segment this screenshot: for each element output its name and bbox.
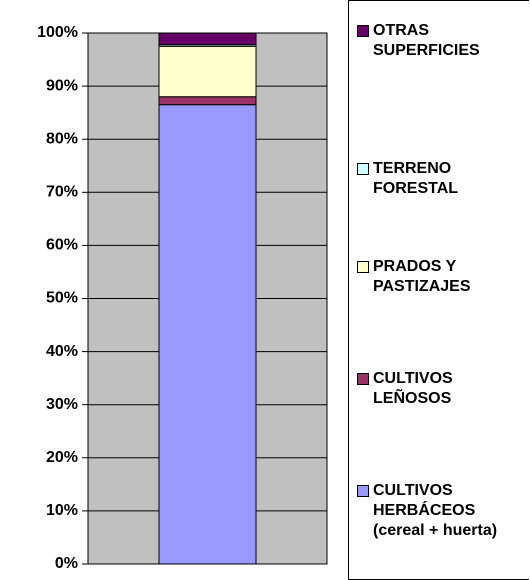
y-tick-label: 100%	[37, 24, 78, 41]
legend-entry: TERRENO FORESTAL	[357, 159, 529, 199]
legend-swatch	[357, 373, 369, 385]
y-tick-label: 0%	[55, 555, 78, 572]
y-tick-label: 50%	[46, 290, 78, 307]
legend-entry: PRADOS Y PASTIZAJES	[357, 257, 529, 297]
y-tick-label: 20%	[46, 449, 78, 466]
y-tick-label: 30%	[46, 396, 78, 413]
legend: OTRAS SUPERFICIES TERRENO FORESTAL PRADOS …	[348, 0, 529, 580]
legend-entry: OTRAS SUPERFICIES	[357, 21, 529, 61]
legend-entry: CULTIVOS LEÑOSOS	[357, 369, 529, 409]
legend-swatch	[357, 163, 369, 175]
legend-label: OTRAS SUPERFICIES	[373, 22, 480, 59]
y-tick-label: 90%	[46, 77, 78, 94]
y-tick-label: 60%	[46, 237, 78, 254]
y-tick-label: 40%	[46, 343, 78, 360]
bar-segment	[158, 96, 257, 106]
y-tick-label: 70%	[46, 184, 78, 201]
bar-segment	[158, 104, 257, 565]
legend-label: CULTIVOS HERBÁCEOS (cereal + huerta)	[373, 482, 498, 539]
bar-segment	[158, 45, 257, 98]
legend-entry: CULTIVOS HERBÁCEOS (cereal + huerta)	[357, 481, 529, 541]
legend-label: PRADOS Y PASTIZAJES	[373, 258, 471, 295]
legend-label: TERRENO FORESTAL	[373, 160, 459, 197]
chart: 0% 10% 20% 30% 40% 50% 60% 70% 80% 90% 100%	[37, 24, 328, 572]
bar-segment	[158, 32, 257, 46]
legend-label: CULTIVOS LEÑOSOS	[373, 370, 453, 407]
legend-swatch	[357, 485, 369, 497]
legend-swatch	[357, 261, 369, 273]
y-tick-label: 10%	[46, 502, 78, 519]
legend-swatch	[357, 25, 369, 37]
y-tick-label: 80%	[46, 130, 78, 147]
